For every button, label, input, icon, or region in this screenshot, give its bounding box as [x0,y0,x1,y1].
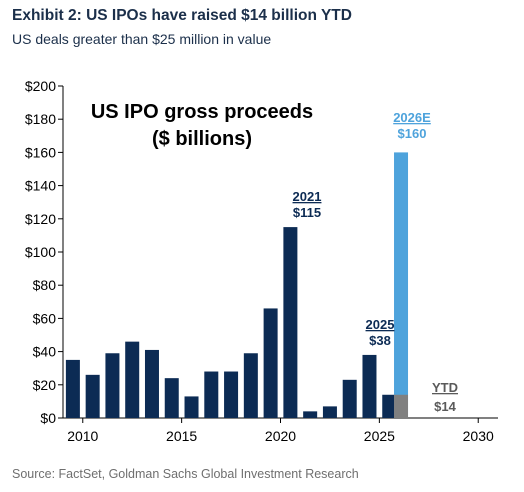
tick-labels: $0 $20 $40 $60 $80 $100 $120 $140 $160 $180 $200 20… [25,78,494,444]
x-tick-label: 2025 [364,428,395,444]
inner-chart-title: US IPO gross proceeds [91,101,313,123]
y-tick-label: $200 [25,78,56,94]
source-note: Source: FactSet, Goldman Sachs Global In… [12,467,359,481]
annotation-2025-year: 2025 [366,317,395,332]
annotation-ytd: YTD $14 [432,380,458,414]
bar-2017 [224,371,239,418]
bar-2014 [164,378,179,418]
annotation-2021-value: $115 [293,205,321,220]
y-tick-label: $140 [25,178,56,194]
bar-2012 [125,341,140,418]
bar-2013 [144,349,159,418]
bar-2009 [65,359,80,418]
y-tick-label: $40 [33,344,57,360]
bar-2019 [263,308,278,418]
annotation-2026e-value: $160 [398,126,427,141]
x-tick-label: 2015 [166,428,197,444]
y-tick-label: $160 [25,144,56,160]
inner-chart-title-units: ($ billions) [152,128,252,150]
bar-2020 [283,227,298,418]
bar-2018 [243,353,258,418]
bars [65,152,409,418]
bar-2010 [85,374,100,418]
bar-2022 [322,406,337,418]
chart-heading: Exhibit 2: US IPOs have raised $14 billi… [12,7,352,24]
chart-subheading: US deals greater than $25 million in val… [12,31,272,47]
annotation-2025: 2025 $38 [366,317,395,348]
bar-2011 [105,353,120,418]
x-tick-label: 2020 [265,428,296,444]
bar-2025 [382,394,397,418]
x-tick-label: 2030 [463,428,494,444]
bar-2016 [204,371,219,418]
bar-2021 [303,411,318,418]
y-tick-label: $80 [33,277,57,293]
y-tick-label: $120 [25,211,56,227]
y-tick-label: $0 [40,410,56,426]
annotation-ytd-value: $14 [434,399,456,414]
bar-2015 [184,396,199,418]
x-tick-label: 2010 [67,428,98,444]
bar-2026-estimate [394,152,409,418]
y-tick-label: $20 [33,377,57,393]
bar-2026-ytd [394,394,409,418]
bar-2024 [362,354,377,418]
annotation-2021: 2021 $115 [293,189,322,220]
annotation-ytd-label: YTD [432,380,458,395]
y-tick-label: $60 [33,310,57,326]
annotation-2021-year: 2021 [293,189,322,204]
y-tick-label: $180 [25,111,56,127]
annotation-2026e-year: 2026E [393,110,431,125]
y-tick-label: $100 [25,244,56,260]
annotation-2026e: 2026E $160 [393,110,431,141]
bar-2023 [342,379,357,418]
annotation-2025-value: $38 [369,333,391,348]
